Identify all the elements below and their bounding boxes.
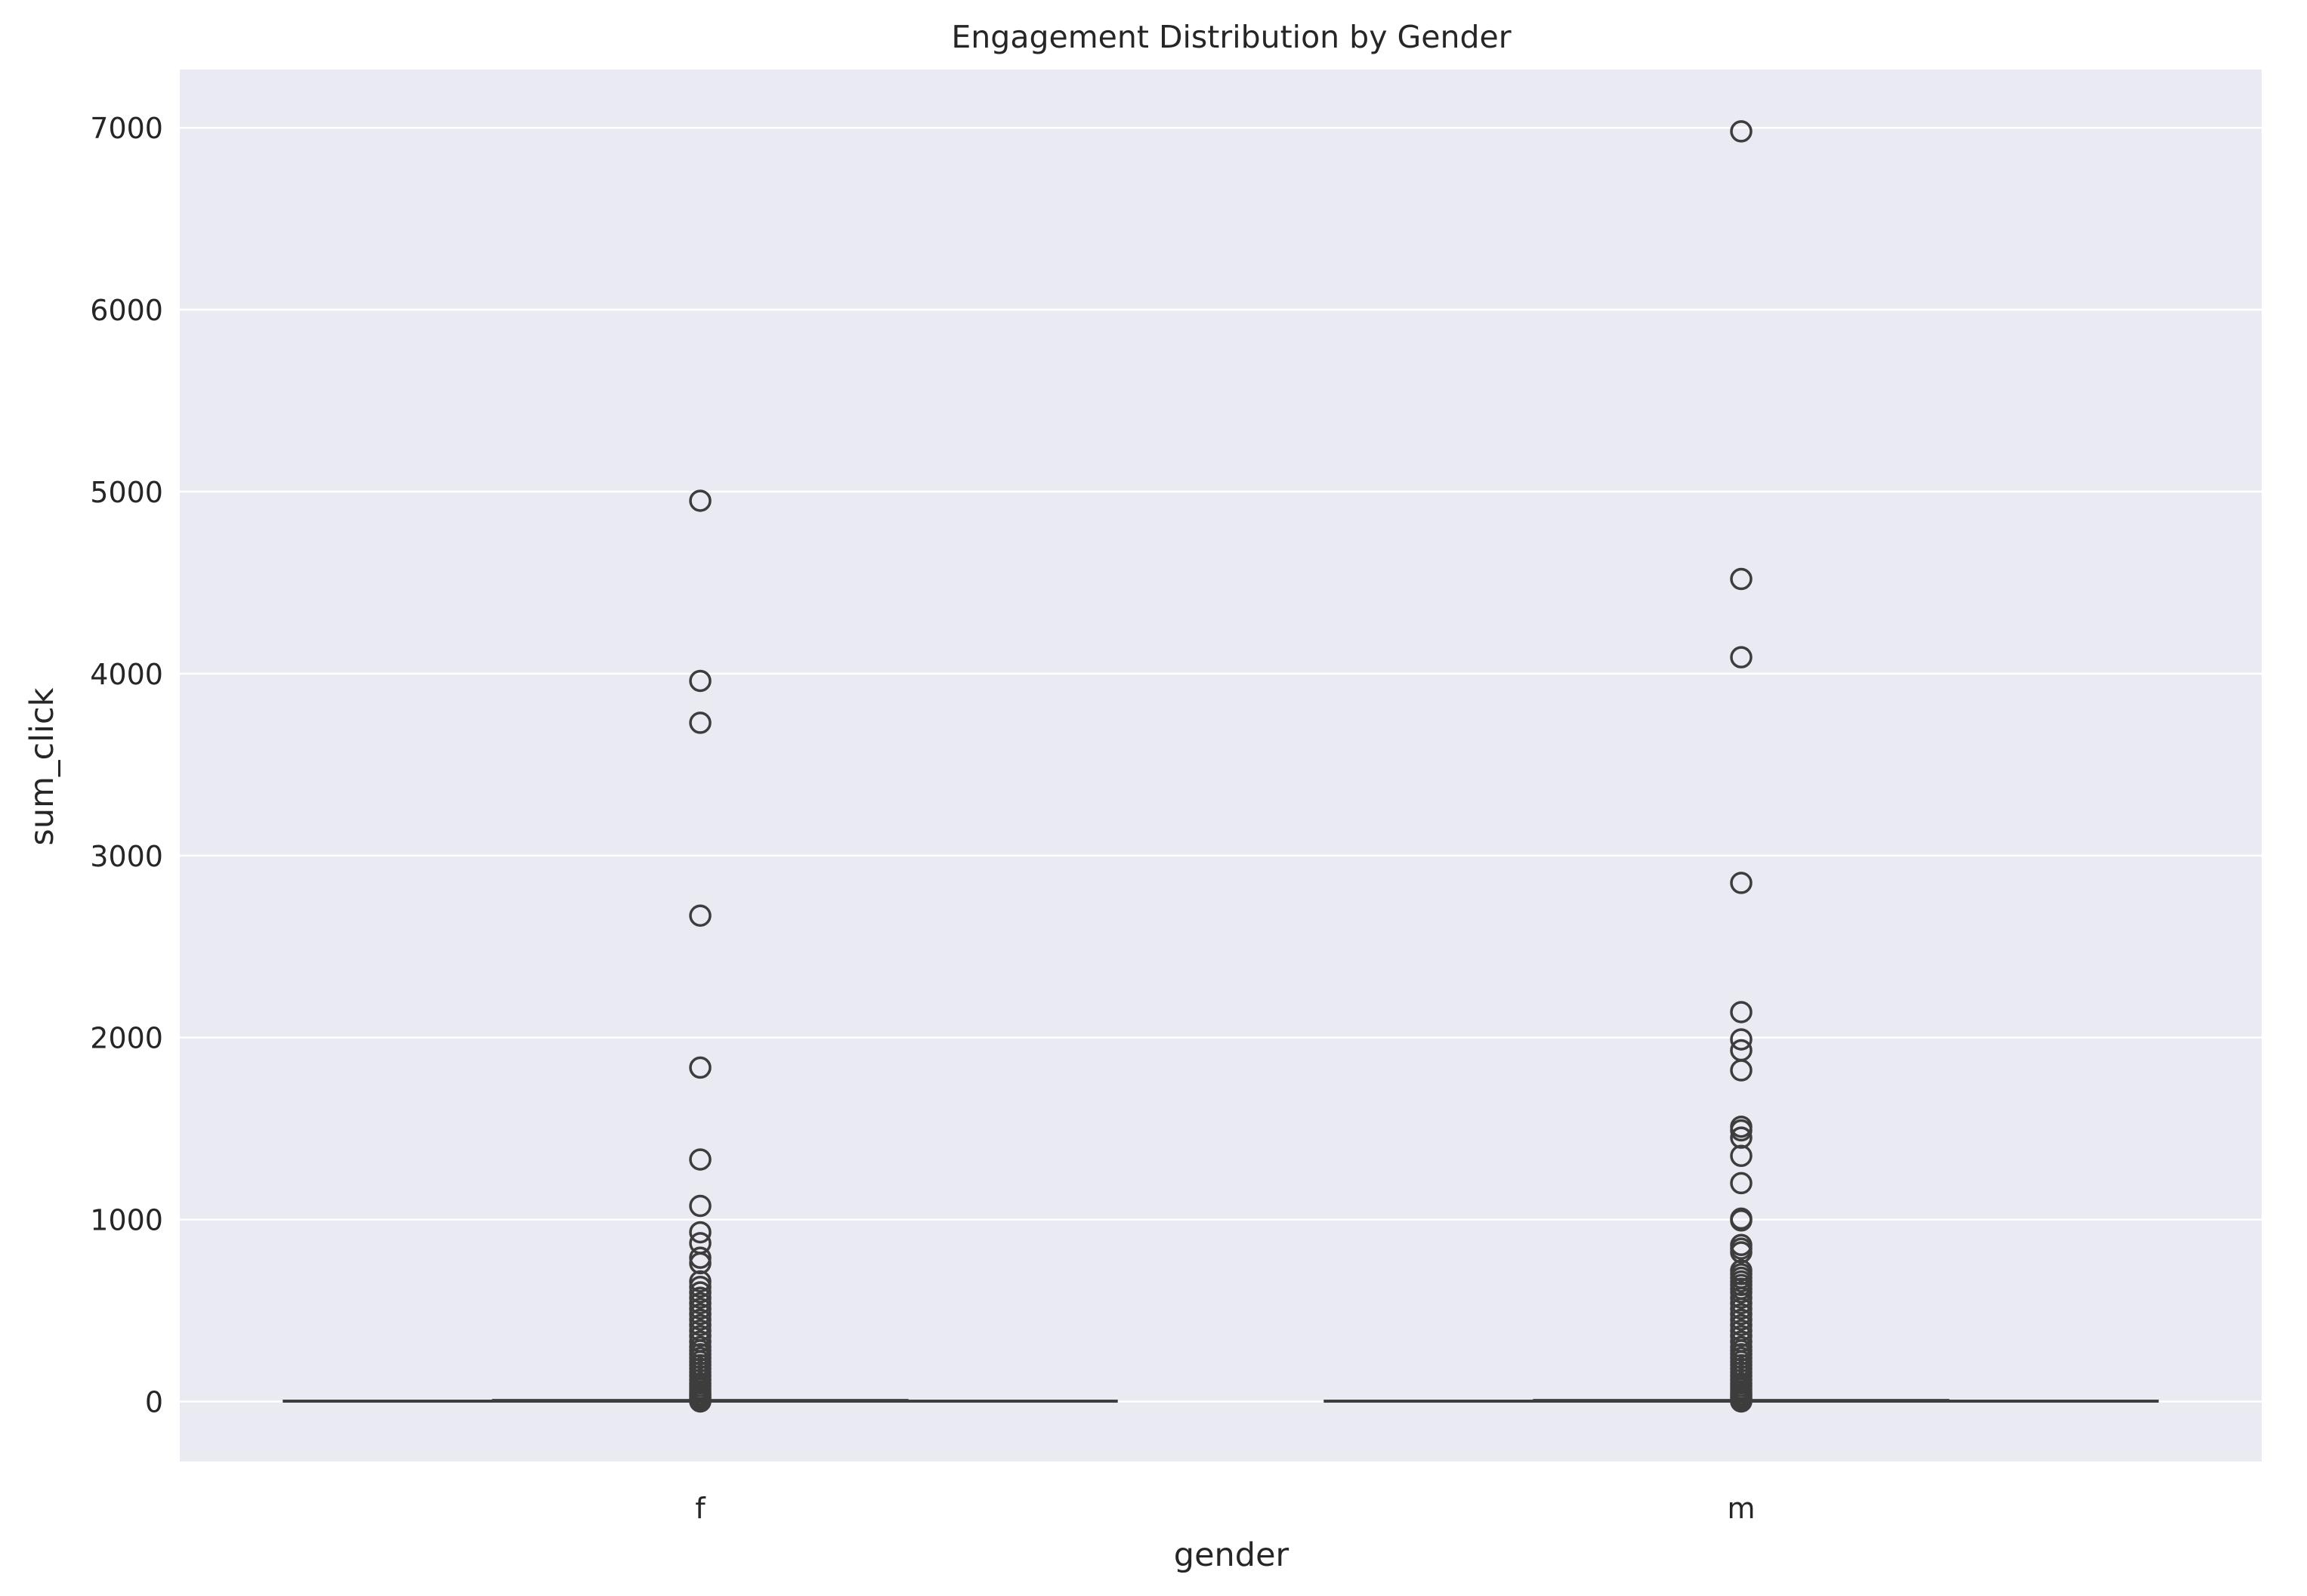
- outlier-point: [689, 1286, 712, 1309]
- y-tick-label: 1000: [90, 1204, 163, 1237]
- outlier-point: [1730, 1390, 1753, 1413]
- outlier-point: [689, 1303, 712, 1326]
- outlier-point: [689, 1056, 712, 1079]
- outlier-point: [1730, 1292, 1753, 1315]
- outlier-point: [689, 489, 712, 512]
- y-tick-label: 6000: [90, 294, 163, 327]
- box-group: [283, 120, 2159, 1413]
- outlier-point: [1730, 1119, 1753, 1142]
- box-m: [1323, 120, 2159, 1413]
- outlier-point: [689, 1297, 712, 1320]
- outlier-point: [689, 904, 712, 928]
- y-tick-label: 3000: [90, 840, 163, 873]
- outlier-point: [1730, 1286, 1753, 1309]
- outlier-point: [1730, 872, 1753, 894]
- outlier-point: [1730, 1241, 1753, 1264]
- outlier-point: [1730, 1303, 1753, 1326]
- outlier-point: [689, 1314, 712, 1337]
- outlier-point: [689, 1325, 712, 1347]
- outlier-point: [689, 1308, 712, 1331]
- y-axis-label: sum_click: [23, 687, 61, 845]
- outlier-point: [1730, 1314, 1753, 1337]
- outlier-point: [1730, 120, 1753, 143]
- outlier-point: [1730, 1172, 1753, 1195]
- outlier-point: [689, 1270, 712, 1293]
- outlier-point: [689, 1194, 712, 1218]
- outlier-point: [689, 1221, 712, 1244]
- box-f: [283, 489, 1118, 1413]
- y-tick-label: 4000: [90, 658, 163, 691]
- y-tick-label: 0: [145, 1385, 163, 1418]
- outlier-point: [689, 1292, 712, 1315]
- y-tick-label: 7000: [90, 112, 163, 145]
- outlier-point: [1730, 1297, 1753, 1320]
- outlier-point: [1730, 1028, 1753, 1051]
- outlier-point: [1730, 1209, 1753, 1232]
- outlier-point: [689, 669, 712, 693]
- outlier-point: [1730, 646, 1753, 668]
- plot-background: [180, 69, 2262, 1462]
- outlier-point: [689, 1275, 712, 1298]
- chart-title: Engagement Distribution by Gender: [951, 19, 1511, 55]
- outlier-point: [1730, 567, 1753, 591]
- outlier-point: [1730, 1059, 1753, 1082]
- outlier-point: [689, 1148, 712, 1171]
- x-axis-label: gender: [1174, 1536, 1289, 1574]
- y-tick-label: 5000: [90, 476, 163, 509]
- outlier-point: [689, 1390, 712, 1413]
- y-tick-labels: 0 1000 2000 3000 4000 5000 6000 7000: [90, 112, 163, 1418]
- outlier-point: [1730, 1325, 1753, 1347]
- outlier-point: [1730, 1144, 1753, 1168]
- outlier-point: [689, 1281, 712, 1304]
- grid-lines: [180, 126, 2262, 1403]
- outlier-point: [689, 1246, 712, 1269]
- x-tick-label: f: [695, 1492, 706, 1525]
- outlier-point: [689, 1252, 712, 1275]
- outlier-point: [1730, 1308, 1753, 1331]
- y-tick-label: 2000: [90, 1022, 163, 1055]
- outlier-point: [1730, 1001, 1753, 1023]
- x-tick-label: m: [1727, 1492, 1755, 1525]
- outlier-point: [1730, 1281, 1753, 1304]
- outlier-point: [1730, 1126, 1753, 1149]
- outlier-point: [689, 712, 712, 734]
